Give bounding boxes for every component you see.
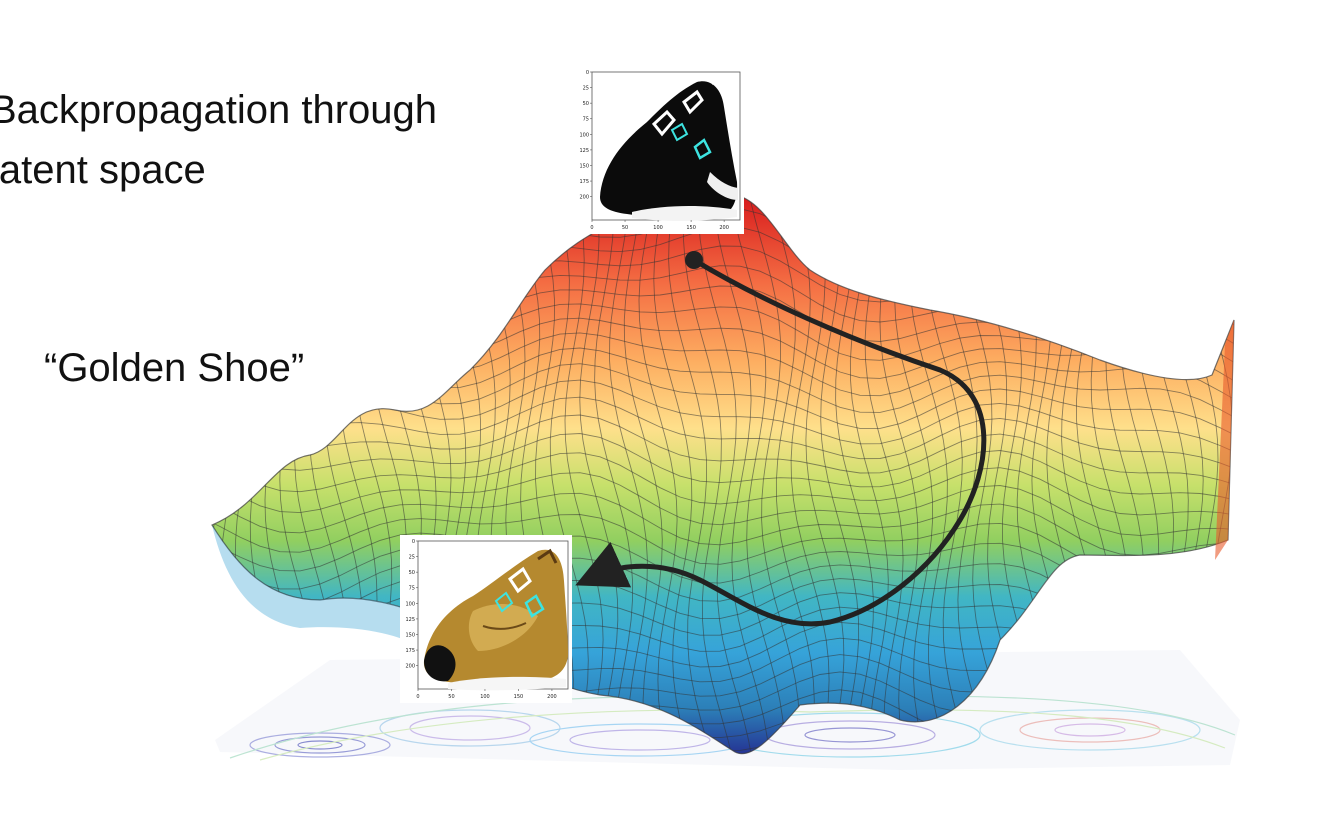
caption-line-2: latent space <box>0 148 206 192</box>
inset-y-tick-label: 200 <box>405 664 415 670</box>
inset-plot-original-shoe: 0 25 50 75 100 125 150 175 200 0 50 100 150 200 <box>576 66 744 234</box>
inset-y-tick-label: 150 <box>405 632 415 638</box>
mesh-line <box>594 193 633 754</box>
mesh-line <box>564 193 604 754</box>
mesh-line <box>727 193 786 754</box>
inset-y-tick-label: 0 <box>412 539 415 545</box>
mesh-line <box>623 193 663 754</box>
inset-x-tick-label: 200 <box>547 694 557 700</box>
caption-line-1: Backpropagation through <box>0 88 437 132</box>
inset-y-tick-label: 125 <box>405 617 415 623</box>
inset-y-tick-label: 75 <box>583 117 589 123</box>
mesh-line <box>212 193 259 754</box>
inset-x-tick-label: 200 <box>719 225 729 231</box>
mesh-line <box>1257 160 1311 780</box>
inset-x-tick-label: 0 <box>590 225 593 231</box>
inset-x-tick-label: 150 <box>514 694 524 700</box>
mesh-line <box>212 409 1234 487</box>
inset-x-tick-label: 50 <box>622 225 628 231</box>
mesh-line <box>231 193 289 754</box>
mesh-line <box>212 193 224 754</box>
inset-x-tick-label: 100 <box>480 694 490 700</box>
inset-bottom-y-axis: 0 25 50 75 100 125 150 175 200 <box>405 539 418 670</box>
shoe-image <box>600 76 738 221</box>
inset-plot-golden-shoe: 0 25 50 75 100 125 150 175 200 0 50 100 150 200 <box>400 535 572 703</box>
mesh-line <box>1240 160 1297 780</box>
mesh-line <box>683 193 738 754</box>
inset-y-tick-label: 175 <box>579 179 589 185</box>
mesh-line <box>761 193 815 754</box>
mesh-line <box>712 193 771 754</box>
inset-y-tick-label: 175 <box>405 648 415 654</box>
mesh-line <box>609 193 648 754</box>
mesh-line <box>212 514 1234 576</box>
mesh-line <box>743 193 800 754</box>
inset-bottom-x-axis: 0 50 100 150 200 <box>416 689 557 700</box>
inset-y-tick-label: 50 <box>583 101 589 107</box>
golden-shoe-label: “Golden Shoe” <box>44 346 305 390</box>
inset-y-tick-label: 50 <box>409 570 415 576</box>
mesh-line <box>1224 193 1234 754</box>
inset-x-tick-label: 50 <box>448 694 454 700</box>
inset-y-tick-label: 200 <box>579 195 589 201</box>
optimization-path <box>575 251 987 627</box>
inset-y-tick-label: 100 <box>405 601 415 607</box>
inset-top-x-axis: 0 50 100 150 200 <box>590 220 729 231</box>
inset-y-tick-label: 25 <box>409 555 415 561</box>
mesh-line <box>653 193 697 754</box>
inset-y-tick-label: 100 <box>579 132 589 138</box>
mesh-line <box>212 389 1234 471</box>
inset-top-y-axis: 0 25 50 75 100 125 150 175 200 <box>579 70 592 201</box>
inset-y-tick-label: 125 <box>579 148 589 154</box>
mesh-line <box>216 193 274 754</box>
inset-y-tick-label: 75 <box>409 586 415 592</box>
mesh-line <box>544 193 589 754</box>
mesh-line <box>212 193 243 754</box>
inset-y-tick-label: 0 <box>586 70 589 76</box>
mesh-line <box>638 193 678 754</box>
mesh-line <box>579 193 619 754</box>
inset-x-tick-label: 0 <box>416 694 419 700</box>
mesh-line <box>668 193 718 754</box>
inset-y-tick-label: 150 <box>579 163 589 169</box>
mesh-line <box>212 430 1234 502</box>
mesh-line <box>212 472 1234 536</box>
inset-y-tick-label: 25 <box>583 86 589 92</box>
mesh-line <box>212 451 1234 517</box>
mesh-line <box>158 160 203 780</box>
inset-x-tick-label: 150 <box>686 225 696 231</box>
inset-x-tick-label: 100 <box>653 225 663 231</box>
golden-shoe-image <box>423 548 568 691</box>
